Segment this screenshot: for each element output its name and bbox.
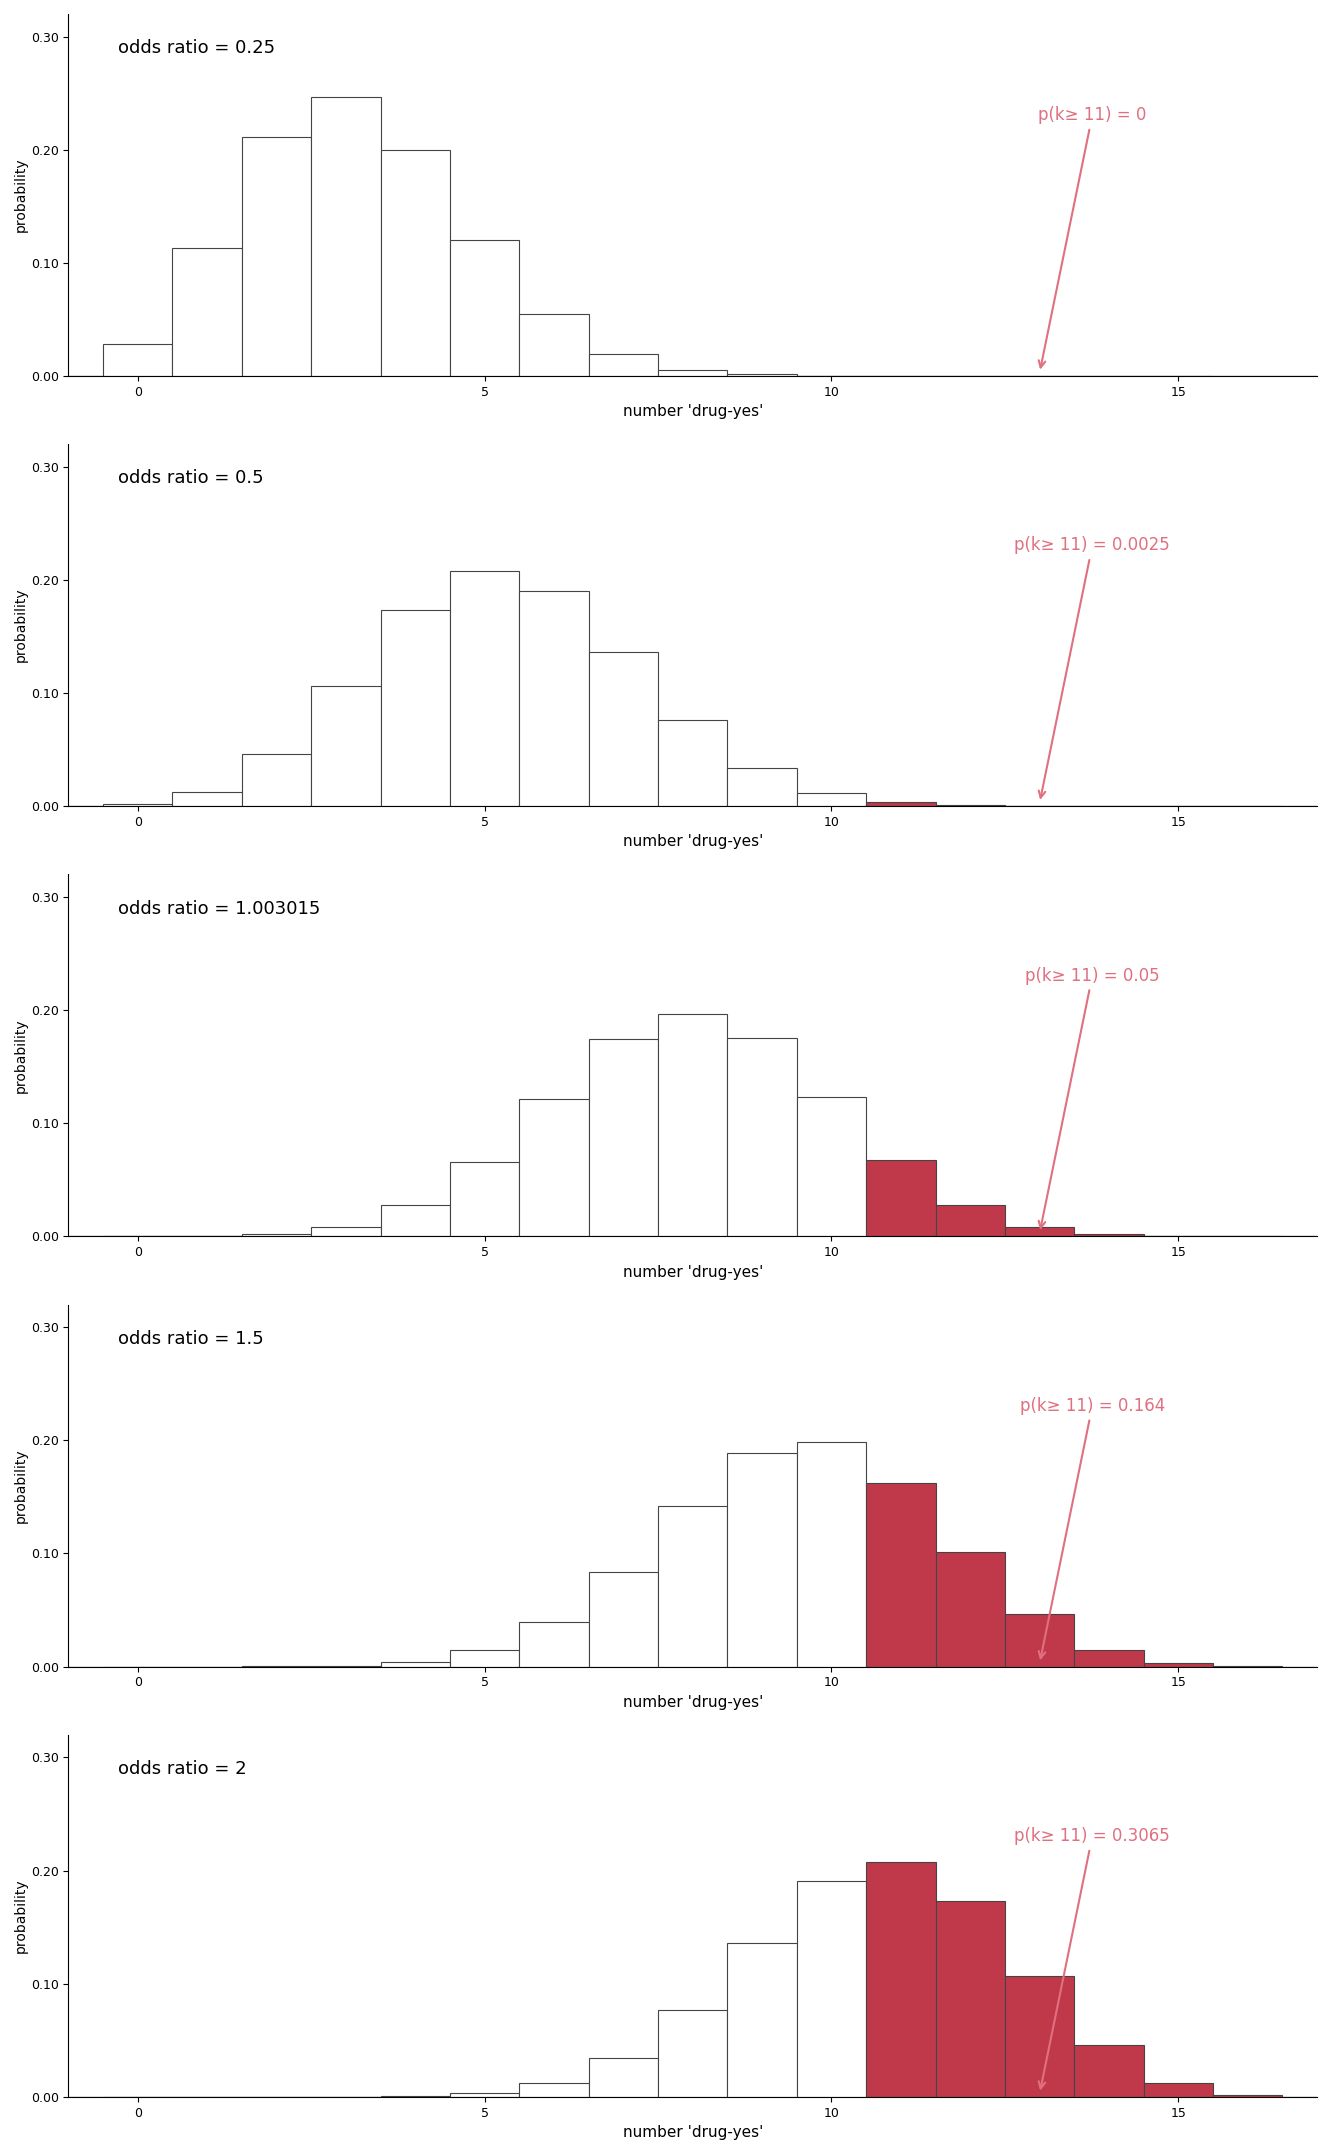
- Bar: [728, 1943, 797, 2096]
- X-axis label: number 'drug-yes': number 'drug-yes': [623, 1695, 763, 1710]
- Bar: [658, 1015, 728, 1236]
- Text: p(k≥ 11) = 0.3065: p(k≥ 11) = 0.3065: [1014, 1827, 1170, 2089]
- Bar: [866, 1861, 936, 2096]
- Y-axis label: probability: probability: [13, 588, 28, 663]
- Bar: [1005, 1613, 1074, 1667]
- Bar: [173, 248, 242, 375]
- Bar: [728, 1454, 797, 1667]
- Y-axis label: probability: probability: [13, 1447, 28, 1523]
- Bar: [450, 239, 519, 375]
- Bar: [1005, 1226, 1074, 1236]
- Bar: [588, 2059, 658, 2096]
- Bar: [311, 685, 381, 806]
- Bar: [381, 610, 450, 806]
- Bar: [242, 138, 311, 375]
- Bar: [450, 1650, 519, 1667]
- Bar: [588, 1572, 658, 1667]
- Text: odds ratio = 1.5: odds ratio = 1.5: [118, 1329, 264, 1348]
- Text: odds ratio = 2: odds ratio = 2: [118, 1760, 248, 1779]
- Bar: [519, 2083, 588, 2096]
- Bar: [588, 1040, 658, 1236]
- Bar: [728, 767, 797, 806]
- Bar: [797, 1443, 866, 1667]
- Bar: [519, 590, 588, 806]
- Bar: [1143, 1663, 1213, 1667]
- Y-axis label: probability: probability: [13, 1019, 28, 1092]
- Bar: [658, 2010, 728, 2096]
- Y-axis label: probability: probability: [13, 1878, 28, 1954]
- X-axis label: number 'drug-yes': number 'drug-yes': [623, 1264, 763, 1279]
- Bar: [173, 793, 242, 806]
- Bar: [450, 1161, 519, 1236]
- Bar: [450, 571, 519, 806]
- Bar: [658, 370, 728, 375]
- Bar: [936, 1902, 1005, 2096]
- Bar: [658, 1506, 728, 1667]
- Bar: [797, 793, 866, 806]
- Bar: [1074, 1650, 1143, 1667]
- Text: p(k≥ 11) = 0: p(k≥ 11) = 0: [1038, 106, 1146, 368]
- X-axis label: number 'drug-yes': number 'drug-yes': [623, 405, 763, 420]
- Bar: [936, 1204, 1005, 1236]
- Bar: [519, 1099, 588, 1236]
- Bar: [866, 1484, 936, 1667]
- Text: odds ratio = 1.003015: odds ratio = 1.003015: [118, 900, 321, 918]
- Bar: [519, 1622, 588, 1667]
- Bar: [311, 1228, 381, 1236]
- Y-axis label: probability: probability: [13, 157, 28, 233]
- Text: p(k≥ 11) = 0.0025: p(k≥ 11) = 0.0025: [1014, 536, 1170, 797]
- Bar: [936, 1551, 1005, 1667]
- Bar: [658, 719, 728, 806]
- Bar: [381, 1206, 450, 1236]
- Bar: [519, 314, 588, 375]
- Bar: [797, 1880, 866, 2096]
- Bar: [242, 754, 311, 806]
- Bar: [728, 1038, 797, 1236]
- X-axis label: number 'drug-yes': number 'drug-yes': [623, 834, 763, 849]
- Bar: [381, 149, 450, 375]
- Bar: [1074, 2044, 1143, 2096]
- X-axis label: number 'drug-yes': number 'drug-yes': [623, 2126, 763, 2141]
- Text: odds ratio = 0.25: odds ratio = 0.25: [118, 39, 276, 58]
- Bar: [866, 1161, 936, 1236]
- Bar: [381, 1663, 450, 1667]
- Bar: [311, 97, 381, 375]
- Bar: [797, 1096, 866, 1236]
- Bar: [1143, 2083, 1213, 2096]
- Text: odds ratio = 0.5: odds ratio = 0.5: [118, 470, 264, 487]
- Bar: [866, 803, 936, 806]
- Bar: [1005, 1975, 1074, 2096]
- Bar: [450, 2094, 519, 2096]
- Text: p(k≥ 11) = 0.164: p(k≥ 11) = 0.164: [1020, 1398, 1165, 1659]
- Text: p(k≥ 11) = 0.05: p(k≥ 11) = 0.05: [1025, 967, 1159, 1228]
- Bar: [588, 353, 658, 375]
- Bar: [588, 653, 658, 806]
- Bar: [102, 345, 173, 375]
